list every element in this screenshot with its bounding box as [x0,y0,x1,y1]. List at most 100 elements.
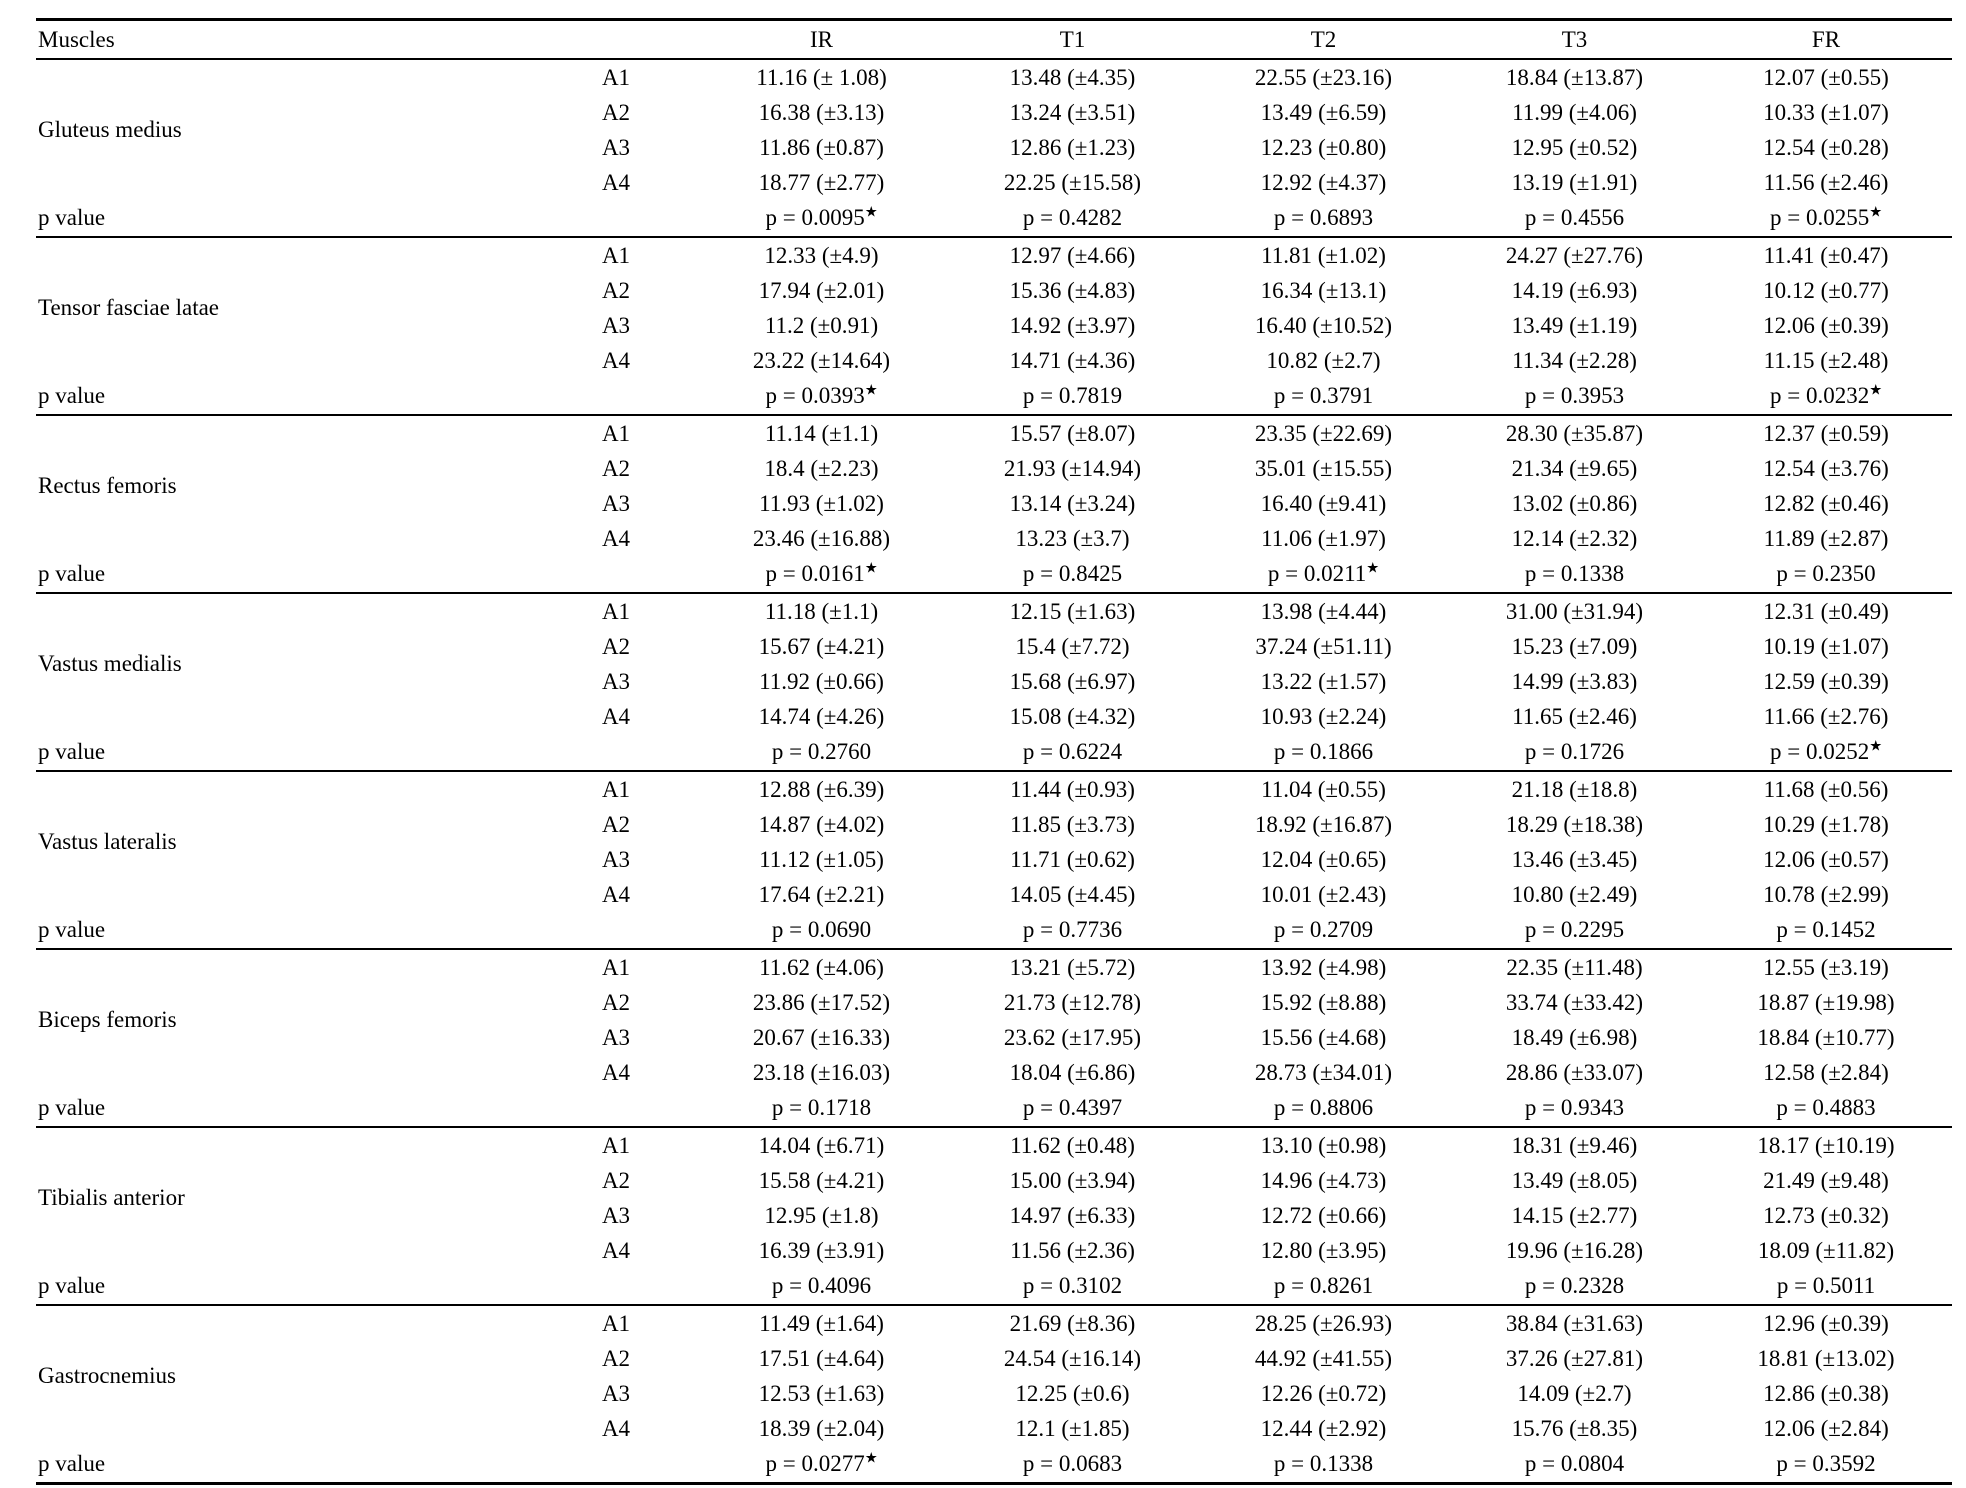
p-value-cell: p = 0.0804 [1524,1451,1625,1476]
p-value-cell: p = 0.0683 [1022,1451,1123,1476]
value-cell: 12.15 (±1.63) [1009,598,1136,624]
value-cell: 15.92 (±8.88) [1260,989,1387,1015]
value-cell: 14.74 (±4.26) [758,703,885,729]
value-cell: 11.65 (±2.46) [1512,703,1637,729]
value-cell: 18.4 (±2.23) [764,455,879,481]
p-value-cell: p = 0.1452 [1776,917,1876,942]
p-value-cell: p = 0.0095★ [765,204,878,230]
muscle-block: Biceps femoris A1 11.62 (±4.06) 13.21 (±5.7… [36,949,1952,1127]
value-cell: 10.82 (±2.7) [1266,347,1381,373]
p-value-cell: p = 0.4397 [1022,1095,1123,1120]
value-cell: 35.01 (±15.55) [1254,455,1393,481]
value-cell: 12.58 (±2.84) [1763,1059,1889,1085]
table-row: Tensor fasciae latae A1 12.33 (±4.9) 12.97 … [36,237,1952,321]
table-row: A4 14.74 (±4.26) 15.08 (±4.32) 10.93 (±2.24… [36,699,1952,734]
value-cell: 16.40 (±10.52) [1254,312,1393,338]
value-cell: 16.34 (±13.1) [1260,277,1387,303]
table-row: Biceps femoris A1 11.62 (±4.06) 13.21 (±5.7… [36,949,1952,1033]
value-cell: 15.67 (±4.21) [758,633,885,659]
p-value-row: p value p = 0.4096 p = 0.3102 p = 0.8261 p =… [36,1268,1952,1305]
value-cell: 33.74 (±33.42) [1505,989,1644,1015]
muscle-name: Vastus medialis [38,651,182,676]
p-value-cell: p = 0.8425 [1022,561,1123,586]
value-cell: 14.04 (±6.71) [758,1132,885,1158]
value-cell: 12.26 (±0.72) [1260,1380,1387,1406]
value-cell: 18.09 (±11.82) [1757,1237,1895,1263]
value-cell: 18.81 (±13.02) [1757,1345,1895,1371]
column-header-muscles: Muscles [38,26,115,52]
value-cell: 11.81 (±1.02) [1261,242,1386,268]
value-cell: 16.38 (±3.13) [758,99,885,125]
value-cell: 12.25 (±0.6) [1015,1380,1130,1406]
p-value-cell: p = 0.2328 [1524,1273,1625,1298]
value-cell: 28.30 (±35.87) [1505,420,1644,446]
p-value-cell: p = 0.2709 [1273,917,1374,942]
value-cell: 13.02 (±0.86) [1511,490,1638,516]
value-cell: 11.93 (±1.02) [759,490,884,516]
value-cell: 24.27 (±27.76) [1505,242,1644,268]
value-cell: 17.64 (±2.21) [758,881,885,907]
p-value-cell: p = 0.3102 [1022,1273,1123,1298]
table-row: A3 11.2 (±0.91) 14.92 (±3.97) 16.40 (±10.52… [36,308,1952,343]
p-value-row: p value p = 0.0277★ p = 0.0683 p = 0.1338 p … [36,1446,1952,1484]
value-cell: 12.86 (±1.23) [1009,134,1136,160]
value-cell: 12.06 (±0.57) [1763,846,1889,872]
p-value-label: p value [38,1273,106,1298]
table-row: Tibialis anterior A1 14.04 (±6.71) 11.62 (±… [36,1127,1952,1211]
value-cell: 14.99 (±3.83) [1511,668,1638,694]
value-cell: 11.14 (±1.1) [764,420,879,446]
value-cell: 15.23 (±7.09) [1511,633,1638,659]
assessment-label: A3 [601,1380,631,1406]
assessment-empty [536,1446,696,1484]
p-value-cell: p = 0.3791 [1273,383,1374,408]
p-value-cell: p = 0.7819 [1022,383,1123,408]
value-cell: 13.22 (±1.57) [1260,668,1387,694]
value-cell: 13.23 (±3.7) [1015,525,1130,551]
value-cell: 21.69 (±8.36) [1009,1310,1136,1336]
value-cell: 18.04 (±6.86) [1009,1059,1136,1085]
value-cell: 13.49 (±8.05) [1511,1167,1638,1193]
column-header-t2: T2 [1310,26,1337,52]
value-cell: 11.49 (±1.64) [759,1310,884,1336]
value-cell: 15.4 (±7.72) [1015,633,1130,659]
value-cell: 12.96 (±0.39) [1763,1310,1889,1336]
value-cell: 15.57 (±8.07) [1009,420,1136,446]
value-cell: 31.00 (±31.94) [1505,598,1644,624]
assessment-label: A3 [601,668,631,694]
value-cell: 21.93 (±14.94) [1003,455,1142,481]
value-cell: 10.33 (±1.07) [1763,99,1889,125]
value-cell: 12.95 (±0.52) [1511,134,1638,160]
assessment-empty [536,378,696,415]
p-value-cell: p = 0.7736 [1022,917,1123,942]
table-row: Gluteus medius A1 11.16 (± 1.08) 13.48 (±4.… [36,59,1952,143]
p-value-cell: p = 0.8261 [1273,1273,1374,1298]
value-cell: 12.86 (±0.38) [1763,1380,1889,1406]
assessment-label: A4 [601,703,631,729]
column-header-assessment [536,20,696,60]
value-cell: 15.08 (±4.32) [1009,703,1136,729]
value-cell: 11.15 (±2.48) [1763,347,1889,373]
table-row: A4 23.46 (±16.88) 13.23 (±3.7) 11.06 (±1.97… [36,521,1952,556]
value-cell: 18.84 (±10.77) [1757,1024,1895,1050]
value-cell: 28.25 (±26.93) [1254,1310,1393,1336]
assessment-label: A4 [601,169,631,195]
assessment-label: A1 [601,598,631,624]
table-row: A2 17.94 (±2.01) 15.36 (±4.83) 16.34 (±13.1… [36,273,1952,308]
assessment-empty [536,912,696,949]
p-value-label: p value [38,739,106,764]
table-row: A2 17.51 (±4.64) 24.54 (±16.14) 44.92 (±41.… [36,1341,1952,1376]
value-cell: 18.29 (±18.38) [1505,811,1644,837]
value-cell: 13.98 (±4.44) [1260,598,1387,624]
significance-star-icon: ★ [864,560,878,577]
value-cell: 10.12 (±0.77) [1763,277,1889,303]
p-value-cell: p = 0.0277★ [765,1450,878,1476]
assessment-label: A1 [601,1310,631,1336]
value-cell: 11.89 (±2.87) [1763,525,1889,551]
value-cell: 12.23 (±0.80) [1260,134,1387,160]
value-cell: 23.22 (±14.64) [752,347,891,373]
value-cell: 14.97 (±6.33) [1009,1202,1136,1228]
value-cell: 15.76 (±8.35) [1511,1415,1638,1441]
table-row: A4 23.18 (±16.03) 18.04 (±6.86) 28.73 (±34.… [36,1055,1952,1090]
value-cell: 13.24 (±3.51) [1009,99,1136,125]
p-value-row: p value p = 0.0393★ p = 0.7819 p = 0.3791 p … [36,378,1952,415]
